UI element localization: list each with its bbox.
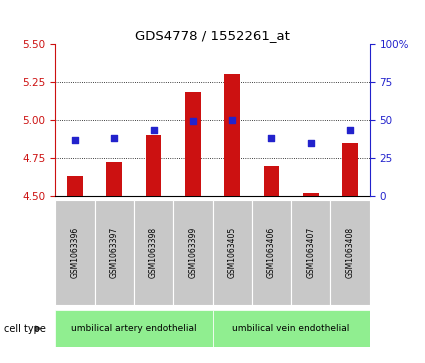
- Bar: [224, 74, 240, 196]
- Text: GSM1063397: GSM1063397: [110, 227, 119, 278]
- Point: [307, 140, 314, 146]
- Text: GSM1063398: GSM1063398: [149, 227, 158, 278]
- Point: [190, 118, 196, 124]
- Point: [111, 135, 118, 141]
- Text: GSM1063396: GSM1063396: [71, 227, 79, 278]
- Bar: [134, 200, 173, 305]
- Text: GSM1063406: GSM1063406: [267, 227, 276, 278]
- Text: umbilical artery endothelial: umbilical artery endothelial: [71, 324, 197, 333]
- Title: GDS4778 / 1552261_at: GDS4778 / 1552261_at: [135, 29, 290, 42]
- Text: GSM1063407: GSM1063407: [306, 227, 315, 278]
- Text: GSM1063408: GSM1063408: [346, 227, 354, 278]
- Bar: [331, 200, 370, 305]
- Bar: [212, 310, 370, 347]
- Point: [347, 127, 354, 133]
- Text: GSM1063399: GSM1063399: [188, 227, 197, 278]
- Point: [268, 135, 275, 141]
- Text: cell type: cell type: [4, 323, 46, 334]
- Text: GSM1063405: GSM1063405: [228, 227, 237, 278]
- Bar: [173, 200, 212, 305]
- Bar: [303, 193, 319, 196]
- Bar: [55, 200, 94, 305]
- Bar: [212, 200, 252, 305]
- Bar: [67, 176, 83, 196]
- Bar: [342, 143, 358, 196]
- Text: umbilical vein endothelial: umbilical vein endothelial: [232, 324, 350, 333]
- Point: [150, 127, 157, 133]
- Bar: [106, 163, 122, 196]
- Bar: [146, 135, 162, 196]
- Bar: [252, 200, 291, 305]
- Point: [229, 117, 235, 123]
- Bar: [185, 92, 201, 196]
- Bar: [264, 166, 279, 196]
- Point: [71, 137, 78, 143]
- Bar: [55, 310, 212, 347]
- Bar: [291, 200, 331, 305]
- Bar: [94, 200, 134, 305]
